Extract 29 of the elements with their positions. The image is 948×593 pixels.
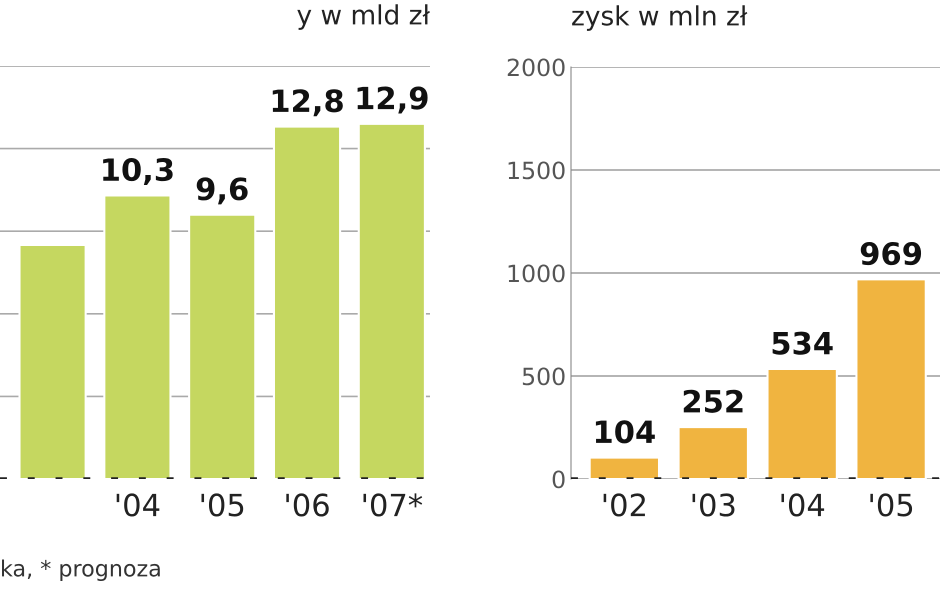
bar	[358, 122, 426, 479]
y-tick-label: 1500	[508, 161, 565, 180]
bar	[188, 214, 256, 479]
data-label: 12,8	[272, 89, 343, 116]
x-tick-label: '06	[286, 493, 329, 517]
x-tick-label: '02	[604, 493, 645, 517]
chart-title: zysk w mln zł	[572, 5, 748, 31]
bar	[678, 426, 749, 479]
x-tick-label: '05	[202, 493, 244, 517]
x-tick-label: '05	[870, 493, 912, 517]
data-label: 252	[684, 390, 742, 413]
y-tick-label: 0	[552, 470, 565, 488]
data-label: 10,3	[103, 158, 173, 186]
y-tick-label: 500	[522, 367, 565, 386]
data-label: 12,9	[358, 86, 428, 114]
text: ka, * prognoza	[2, 559, 160, 581]
x-tick-label: '04	[781, 493, 824, 517]
data-label: 104	[596, 420, 655, 444]
data-label: 534	[772, 332, 833, 355]
chart-title: y w mld zł	[297, 4, 430, 30]
data-label: 969	[860, 242, 922, 266]
data-label: 9,6	[196, 177, 248, 204]
x-tick-label: '03	[692, 493, 734, 517]
x-tick-label: '07*	[363, 493, 422, 517]
y-tick-label: 1000	[508, 264, 565, 282]
bar	[272, 126, 342, 479]
y-tick-label: 2000	[508, 58, 565, 76]
bar	[855, 278, 927, 479]
x-tick-label: '04	[116, 493, 160, 517]
